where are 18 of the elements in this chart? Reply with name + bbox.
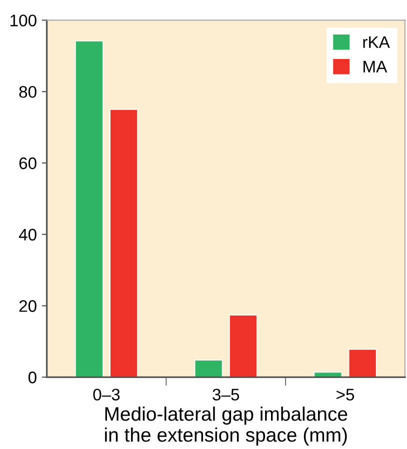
x-tick-label: 0–3 [93,388,120,401]
y-tick-label: 0 [28,372,36,384]
bar [110,109,138,378]
bar [348,348,377,378]
legend-label: MA [364,60,388,72]
x-tick-label: >5 [336,388,354,401]
y-tick-label: 20 [19,300,36,312]
x-axis-title: Medio-lateral gap imbalance in the extension space (mm) [105,406,348,446]
y-tick-label: 40 [18,228,36,241]
y-tick-label: 100 [10,14,36,26]
x-tick-label: 3–5 [212,388,240,401]
legend-label: rKA [363,36,390,48]
bar [314,372,342,378]
bar [229,314,258,378]
y-tick-label: 60 [19,157,36,170]
y-tick-label: 80 [19,86,36,98]
bar [194,360,223,378]
bar [75,40,104,378]
